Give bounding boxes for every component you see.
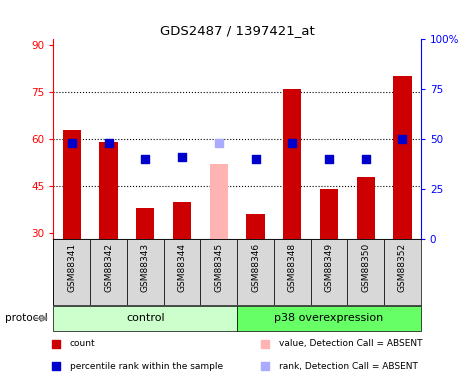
Bar <box>246 214 265 239</box>
Point <box>52 341 60 347</box>
Point <box>52 363 60 369</box>
Bar <box>393 76 412 239</box>
Bar <box>173 202 191 239</box>
Bar <box>311 239 347 305</box>
Text: GSM88345: GSM88345 <box>214 243 223 292</box>
Point <box>261 363 269 369</box>
Bar <box>63 129 81 239</box>
Bar <box>237 239 274 305</box>
Text: GSM88341: GSM88341 <box>67 243 76 292</box>
Point <box>288 140 296 146</box>
Text: GSM88346: GSM88346 <box>251 243 260 292</box>
Point <box>325 156 332 162</box>
Bar <box>320 189 338 239</box>
Bar <box>237 306 421 330</box>
Point <box>141 156 149 162</box>
Text: GSM88350: GSM88350 <box>361 243 370 292</box>
Point <box>252 156 259 162</box>
Bar <box>200 239 237 305</box>
Bar <box>210 164 228 239</box>
Text: percentile rank within the sample: percentile rank within the sample <box>70 362 223 371</box>
Text: GSM88343: GSM88343 <box>141 243 150 292</box>
Point <box>399 136 406 142</box>
Title: GDS2487 / 1397421_at: GDS2487 / 1397421_at <box>160 24 314 38</box>
Bar <box>357 177 375 239</box>
Point <box>362 156 369 162</box>
Text: count: count <box>70 339 95 348</box>
Bar <box>164 239 200 305</box>
Text: GSM88349: GSM88349 <box>325 243 333 292</box>
Text: rank, Detection Call = ABSENT: rank, Detection Call = ABSENT <box>279 362 418 371</box>
Text: GSM88342: GSM88342 <box>104 243 113 291</box>
Point <box>68 140 75 146</box>
Bar <box>127 239 164 305</box>
Text: control: control <box>126 314 165 323</box>
Point <box>261 341 269 347</box>
Point <box>105 140 112 146</box>
Bar <box>53 239 90 305</box>
Text: GSM88344: GSM88344 <box>178 243 186 291</box>
Bar <box>274 239 311 305</box>
Text: protocol: protocol <box>5 314 47 323</box>
Point <box>215 140 222 146</box>
Bar <box>100 142 118 239</box>
Bar <box>347 239 384 305</box>
Point <box>178 154 186 160</box>
Bar <box>136 208 154 239</box>
Bar <box>53 306 237 330</box>
Text: p38 overexpression: p38 overexpression <box>274 314 384 323</box>
Bar <box>283 89 301 239</box>
Text: value, Detection Call = ABSENT: value, Detection Call = ABSENT <box>279 339 423 348</box>
Text: GSM88352: GSM88352 <box>398 243 407 292</box>
Text: GSM88348: GSM88348 <box>288 243 297 292</box>
Bar <box>384 239 421 305</box>
Bar <box>90 239 127 305</box>
